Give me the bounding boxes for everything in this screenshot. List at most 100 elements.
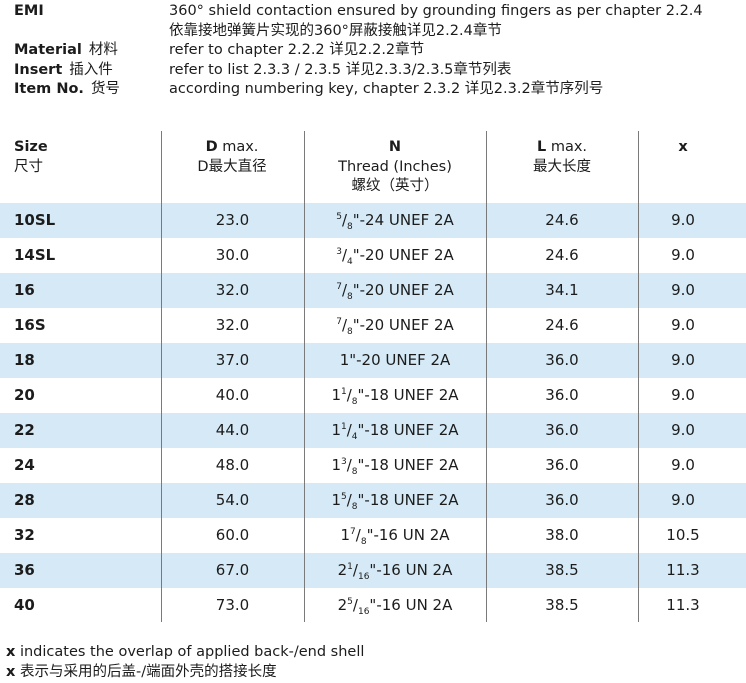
thread-numerator: 7 — [336, 282, 342, 292]
header-x: x — [638, 138, 728, 158]
table-row: 10SL 23.0 24.6 9.0 5/8"-24 UNEF 2A — [0, 203, 746, 238]
cell-x: 11.3 — [666, 561, 700, 579]
cell-d: 48.0 — [215, 456, 250, 474]
thread-spec: "-16 UN 2A — [369, 561, 453, 579]
table-row: 28 54.0 36.0 9.0 15/8"-18 UNEF 2A — [0, 483, 746, 518]
thread-spec: "-16 UN 2A — [366, 526, 450, 544]
cell-x: 9.0 — [671, 211, 695, 229]
table-row: 20 40.0 36.0 9.0 11/8"-18 UNEF 2A — [0, 378, 746, 413]
column-divider — [304, 131, 305, 622]
thread-denominator: 8 — [351, 467, 358, 477]
cell-d: 37.0 — [215, 351, 250, 369]
cell-thread: 17/8"-16 UN 2A — [340, 526, 450, 547]
info-row: EMI 360° shield contaction ensured by gro… — [14, 2, 703, 22]
cell-l: 24.6 — [545, 246, 579, 264]
cell-size: 18 — [14, 351, 35, 369]
info-row: Insert 插入件 refer to list 2.3.3 / 2.3.5 详见2… — [14, 61, 703, 81]
cell-x: 9.0 — [671, 316, 695, 334]
cell-l: 24.6 — [545, 316, 579, 334]
info-value: refer to chapter 2.2.2 详见2.2.2章节 — [169, 42, 425, 58]
cell-l: 38.5 — [545, 561, 579, 579]
thread-whole: 2 — [337, 561, 348, 579]
cell-l: 36.0 — [545, 351, 579, 369]
cell-d: 32.0 — [215, 316, 250, 334]
info-row: Material 材料 refer to chapter 2.2.2 详见2.2.2… — [14, 41, 703, 61]
cell-l: 36.0 — [545, 491, 579, 509]
info-key-label: EMI — [14, 3, 44, 19]
info-key-label-cn: 插入件 — [69, 61, 113, 78]
cell-x: 9.0 — [671, 246, 695, 264]
footnote-cn: x 表示与采用的后盖-/端面外壳的搭接长度 — [6, 662, 364, 682]
info-key: EMI — [14, 2, 169, 22]
thread-spec: "-20 UNEF 2A — [352, 246, 454, 264]
info-key-label-cn: 货号 — [90, 81, 120, 97]
thread-denominator: 8 — [351, 502, 358, 512]
cell-thread: 3/4"-20 UNEF 2A — [336, 246, 454, 267]
cell-size: 14SL — [14, 246, 56, 264]
thread-spec: "-16 UN 2A — [369, 596, 453, 614]
table-row: 32 60.0 38.0 10.5 17/8"-16 UN 2A — [0, 518, 746, 553]
thread-denominator: 8 — [351, 397, 358, 407]
cell-thread: 7/8"-20 UNEF 2A — [336, 316, 454, 337]
header-n-symbol: N — [388, 139, 402, 155]
cell-thread: 11/4"-18 UNEF 2A — [331, 421, 459, 442]
info-row: Item No. 货号 according numbering key, chapt… — [14, 80, 703, 100]
header-l-symbol: L — [536, 139, 547, 155]
thread-numerator: 1 — [340, 387, 347, 397]
thread-spec: "-18 UNEF 2A — [357, 491, 459, 509]
cell-d: 54.0 — [215, 491, 250, 509]
thread-spec: "-24 UNEF 2A — [352, 211, 454, 229]
header-size-label-cn: 尺寸 — [14, 158, 43, 175]
info-value: 依靠接地弹簧片实现的360°屏蔽接触详见2.2.4章节 — [169, 22, 502, 39]
thread-numerator: 7 — [336, 317, 342, 327]
table-row: 36 67.0 38.5 11.3 21/16"-16 UN 2A — [0, 553, 746, 588]
cell-l: 34.1 — [545, 281, 579, 299]
thread-whole: 1 — [339, 351, 350, 369]
thread-denominator: 4 — [347, 257, 353, 267]
cell-d: 23.0 — [215, 211, 250, 229]
info-key-label: Insert — [14, 61, 63, 78]
header-l-max: max. — [546, 139, 588, 155]
footnote-en-text: indicates the overlap of applied back-/e… — [15, 644, 365, 660]
cell-thread: 21/16"-16 UN 2A — [337, 561, 453, 582]
cell-size: 10SL — [14, 211, 56, 229]
thread-spec: "-20 UNEF 2A — [352, 316, 454, 334]
table-row: 22 44.0 36.0 9.0 11/4"-18 UNEF 2A — [0, 413, 746, 448]
header-n-label-cn: 螺纹（英寸） — [351, 178, 439, 194]
thread-numerator: 5 — [340, 492, 347, 502]
info-row: 依靠接地弹簧片实现的360°屏蔽接触详见2.2.4章节 — [14, 22, 703, 42]
header-d: D max. D最大直径 — [160, 138, 304, 177]
thread-denominator: 16 — [357, 572, 370, 582]
cell-thread: 15/8"-18 UNEF 2A — [331, 491, 459, 512]
header-size-label: Size — [14, 139, 48, 155]
cell-l: 36.0 — [545, 456, 579, 474]
cell-thread: 5/8"-24 UNEF 2A — [336, 211, 454, 232]
info-key: Item No. 货号 — [14, 80, 169, 100]
cell-l: 36.0 — [545, 386, 579, 404]
footnote-x: x — [6, 664, 16, 680]
thread-whole: 1 — [331, 386, 341, 404]
cell-thread: 25/16"-16 UN 2A — [337, 596, 453, 617]
table-row: 14SL 30.0 24.6 9.0 3/4"-20 UNEF 2A — [0, 238, 746, 273]
thread-denominator: 8 — [347, 292, 353, 302]
info-key-label-cn: 材料 — [88, 42, 118, 58]
footnote-en: x indicates the overlap of applied back-… — [6, 642, 364, 662]
table-row: 24 48.0 36.0 9.0 13/8"-18 UNEF 2A — [0, 448, 746, 483]
cell-size: 16S — [14, 316, 46, 334]
table-header: Size 尺寸 D max. D最大直径 N Thread (Inches) 螺… — [0, 131, 746, 203]
thread-numerator: 5 — [336, 212, 342, 222]
footnote-cn-text: 表示与采用的后盖-/端面外壳的搭接长度 — [15, 664, 277, 680]
column-divider — [486, 131, 487, 622]
spec-info: EMI 360° shield contaction ensured by gro… — [14, 2, 703, 100]
thread-numerator: 5 — [347, 597, 353, 607]
thread-whole: 2 — [337, 596, 348, 614]
footnote: x indicates the overlap of applied back-… — [6, 642, 364, 682]
header-d-label-cn: D最大直径 — [197, 158, 267, 175]
cell-thread: 11/8"-18 UNEF 2A — [331, 386, 459, 407]
thread-denominator: 8 — [360, 537, 367, 547]
cell-size: 20 — [14, 386, 35, 404]
cell-d: 32.0 — [215, 281, 250, 299]
info-value: refer to list 2.3.3 / 2.3.5 详见2.3.3/2.3.… — [169, 61, 512, 78]
cell-d: 44.0 — [215, 421, 250, 439]
thread-spec: "-18 UNEF 2A — [357, 456, 459, 474]
